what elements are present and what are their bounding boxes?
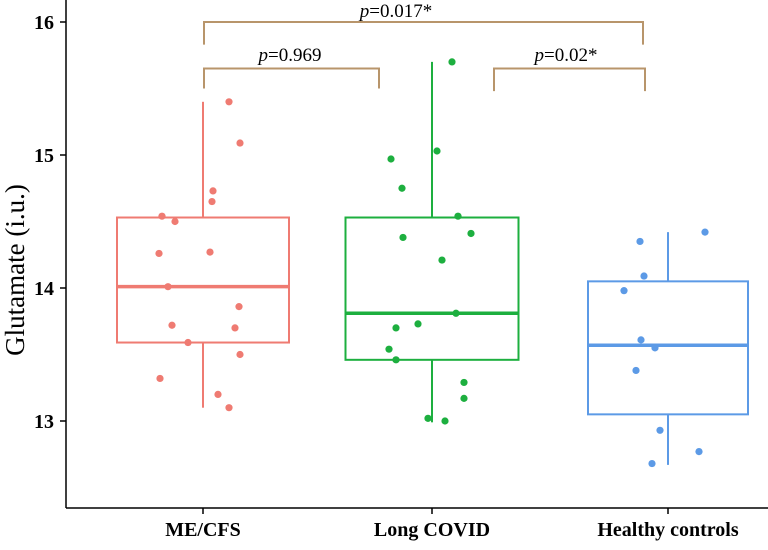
- data-point: [206, 248, 214, 256]
- data-point: [460, 394, 468, 402]
- box: [344, 216, 520, 361]
- y-tick-label: 14: [34, 278, 54, 300]
- x-tick-label: Long COVID: [374, 519, 490, 541]
- data-point: [637, 336, 645, 344]
- data-point: [632, 366, 640, 375]
- data-point: [387, 155, 395, 163]
- data-point: [433, 147, 441, 155]
- data-point: [399, 233, 407, 242]
- y-tick-label: 13: [34, 411, 54, 433]
- data-point: [392, 356, 400, 364]
- data-point: [236, 139, 244, 147]
- data-point: [171, 217, 179, 226]
- data-point: [467, 229, 475, 238]
- data-point: [424, 414, 432, 422]
- significance-bracket: [203, 67, 380, 89]
- data-point: [168, 321, 176, 329]
- data-point: [385, 345, 393, 353]
- data-point: [158, 212, 166, 220]
- data-point: [235, 303, 243, 311]
- data-point: [236, 350, 244, 359]
- data-point: [231, 324, 239, 332]
- data-point: [398, 184, 406, 192]
- p-value-label: p=0.02*: [533, 45, 598, 66]
- y-tick-label: 16: [34, 12, 54, 34]
- data-point: [225, 98, 233, 106]
- data-point: [648, 459, 656, 468]
- data-point: [460, 378, 468, 387]
- y-axis-label: Glutamate (i.u.): [0, 184, 30, 356]
- data-point: [620, 287, 628, 295]
- x-tick-label: ME/CFS: [165, 519, 241, 541]
- data-point: [209, 187, 217, 195]
- data-point: [438, 256, 446, 264]
- data-point: [225, 404, 233, 412]
- x-tick-label: Healthy controls: [597, 519, 739, 541]
- data-point: [156, 374, 164, 383]
- data-point: [208, 197, 216, 206]
- data-point: [184, 338, 192, 347]
- p-value-label: p=0.017*: [358, 1, 432, 22]
- data-point: [214, 390, 222, 398]
- data-point: [701, 228, 709, 236]
- data-point: [392, 324, 400, 332]
- y-tick-label: 15: [34, 145, 54, 167]
- p-value-label: p=0.969: [257, 45, 322, 66]
- data-point: [640, 272, 648, 280]
- data-point: [651, 344, 659, 352]
- data-point: [454, 212, 462, 220]
- significance-bracket: [203, 21, 644, 45]
- data-point: [155, 249, 163, 258]
- significance-bracket: [493, 67, 646, 92]
- data-point: [441, 417, 449, 425]
- data-point: [636, 237, 644, 246]
- data-point: [414, 320, 422, 328]
- data-point: [164, 283, 172, 291]
- data-point: [448, 58, 456, 66]
- data-point: [656, 426, 664, 434]
- box: [116, 216, 290, 344]
- data-point: [695, 447, 703, 456]
- data-point: [452, 309, 460, 317]
- box: [587, 280, 749, 416]
